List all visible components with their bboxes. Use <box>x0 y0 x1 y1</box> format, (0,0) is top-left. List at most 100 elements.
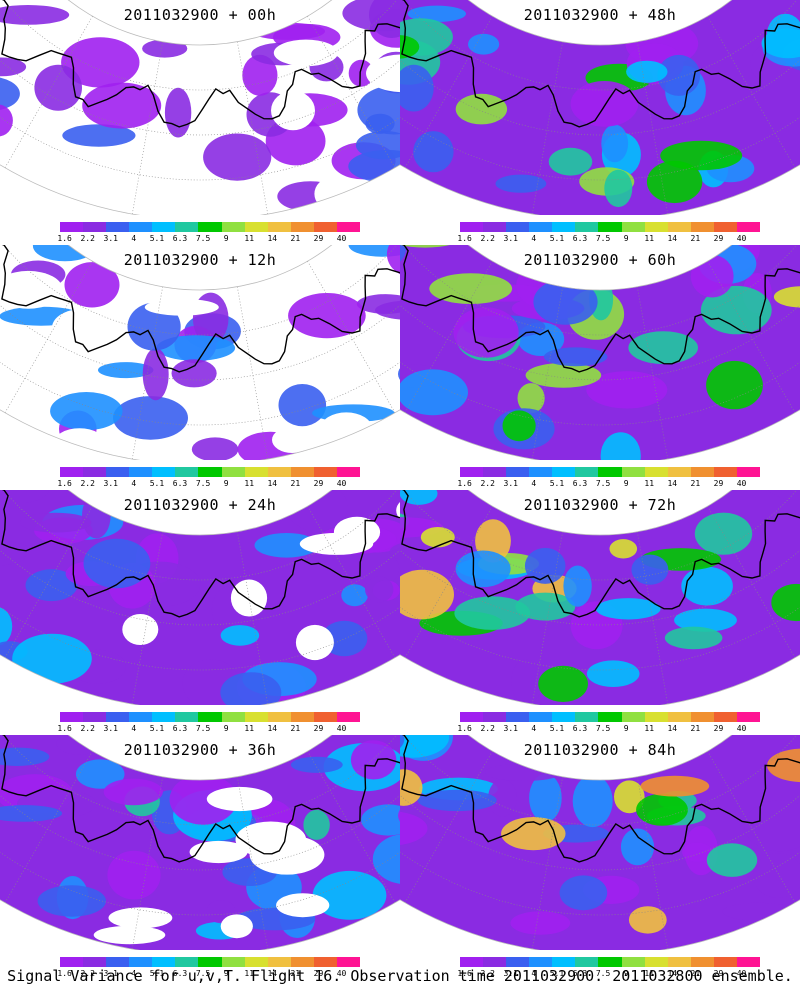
variance-blob <box>614 780 645 814</box>
colorbar-swatch <box>60 467 84 477</box>
colorbar-swatch <box>690 957 714 967</box>
colorbar-tick-label: 40 <box>336 969 347 978</box>
map-outline <box>0 490 400 705</box>
colorbar-tick-label: 14 <box>667 724 678 733</box>
colorbar-swatch <box>690 712 714 722</box>
colorbar-tick-label: 1.6 <box>57 234 72 243</box>
colorbar-tick-label: 6.3 <box>572 724 588 733</box>
variance-map <box>0 735 400 950</box>
variance-blob <box>12 633 92 684</box>
colorbar-swatch <box>575 467 599 477</box>
colorbar-tick-label: 29 <box>713 969 724 978</box>
colorbar-swatch <box>529 712 553 722</box>
variance-blob <box>156 335 236 361</box>
colorbar-swatch <box>244 467 268 477</box>
colorbar-swatch <box>598 222 622 232</box>
colorbar-swatch <box>198 712 222 722</box>
colorbar-tick-label: 21 <box>690 969 701 978</box>
parallel-line <box>0 0 400 91</box>
colorbar-swatch <box>529 467 553 477</box>
colorbar-swatch <box>460 957 484 967</box>
variance-blob <box>563 565 592 607</box>
colorbar-swatch <box>621 957 645 967</box>
colorbar-swatch <box>336 712 361 722</box>
colorbar-tick-label: 21 <box>690 724 701 733</box>
colorbar <box>60 957 361 967</box>
variance-blob <box>495 174 547 193</box>
coastline <box>0 0 400 128</box>
map-panel: 2011032900 + 00h 1.6 2.2 3.1 4 5.1 6.3 7.5 9 11 14… <box>0 0 400 243</box>
variance-blob <box>631 554 669 585</box>
low-variance-gap <box>273 39 338 67</box>
colorbar-swatch <box>152 222 176 232</box>
colorbar-swatch <box>667 467 691 477</box>
meridian-line <box>131 776 163 950</box>
colorbar-labels: 1.6 2.2 3.1 4 5.1 6.3 7.5 9 11 14 21 29 40 <box>57 969 360 979</box>
parallel-line <box>400 245 800 336</box>
colorbar-tick-label: 2.2 <box>80 724 95 733</box>
variance-blob <box>62 124 136 147</box>
colorbar-swatch <box>60 957 84 967</box>
variance-blob <box>348 149 400 183</box>
variance-blob <box>278 384 327 427</box>
colorbar-swatch <box>198 467 222 477</box>
coastline <box>0 245 400 373</box>
colorbar-swatch <box>244 222 268 232</box>
colorbar-swatch <box>713 712 737 722</box>
variance-blob <box>254 533 319 558</box>
variance-blob <box>34 64 82 111</box>
variance-blob <box>400 35 420 59</box>
map-panel: 2011032900 + 60h 1.6 2.2 3.1 4 5.1 6.3 7.5 9 11 14… <box>400 245 800 488</box>
colorbar-tick-label: 29 <box>713 479 724 488</box>
variance-blob <box>407 5 466 22</box>
colorbar-tick-label: 1.6 <box>57 479 72 488</box>
meridian-line <box>637 531 669 705</box>
panel-title: 2011032900 + 12h <box>123 251 277 269</box>
variance-blob <box>753 853 800 899</box>
parallel-line <box>400 490 800 581</box>
colorbar-tick-label: 21 <box>290 479 301 488</box>
low-variance-gap <box>53 428 106 460</box>
colorbar-swatch <box>552 222 576 232</box>
colorbar-swatch <box>552 712 576 722</box>
meridian-line <box>4 16 93 168</box>
colorbar-swatch <box>506 712 530 722</box>
colorbar-tick-label: 2.2 <box>480 479 495 488</box>
colorbar-swatch <box>575 957 599 967</box>
colorbar-tick-label: 29 <box>313 969 324 978</box>
colorbar-tick-label: 21 <box>690 479 701 488</box>
coastline <box>400 735 800 863</box>
variance-blob <box>372 834 400 885</box>
panel-title: 2011032900 + 60h <box>523 251 677 269</box>
variance-blob <box>82 82 162 129</box>
parallel-line <box>400 490 800 671</box>
colorbar-tick-label: 21 <box>290 969 301 978</box>
colorbar-tick-label: 1.6 <box>57 724 72 733</box>
variance-blob <box>164 87 192 138</box>
colorbar-tick-label: 9 <box>623 479 629 488</box>
variance-blob <box>660 140 743 171</box>
variance-blob <box>620 828 655 866</box>
meridian-line <box>4 751 93 903</box>
variance-blob <box>303 809 330 840</box>
variance-blob <box>251 22 325 40</box>
colorbar-swatch <box>483 957 507 967</box>
colorbar-tick-label: 2.2 <box>80 479 95 488</box>
colorbar-swatch <box>598 712 622 722</box>
colorbar-tick-label: 14 <box>667 479 678 488</box>
variance-blob <box>548 147 593 176</box>
variance-blob <box>525 362 602 388</box>
colorbar-tick-label: 5.1 <box>149 234 165 243</box>
colorbar-tick-label: 7.5 <box>595 479 611 488</box>
colorbar-tick-label: 5.1 <box>549 234 565 243</box>
variance-blob <box>365 113 395 134</box>
colorbar-swatch <box>129 222 153 232</box>
variance-blob <box>355 130 400 160</box>
variance-blob <box>400 490 438 505</box>
colorbar-swatch <box>60 222 84 232</box>
low-variance-gap <box>320 412 372 444</box>
colorbar-tick-label: 6.3 <box>172 234 188 243</box>
colorbar-swatch <box>621 222 645 232</box>
colorbar-labels: 1.6 2.2 3.1 4 5.1 6.3 7.5 9 11 14 21 29 40 <box>457 234 760 244</box>
colorbar-swatch <box>506 222 530 232</box>
